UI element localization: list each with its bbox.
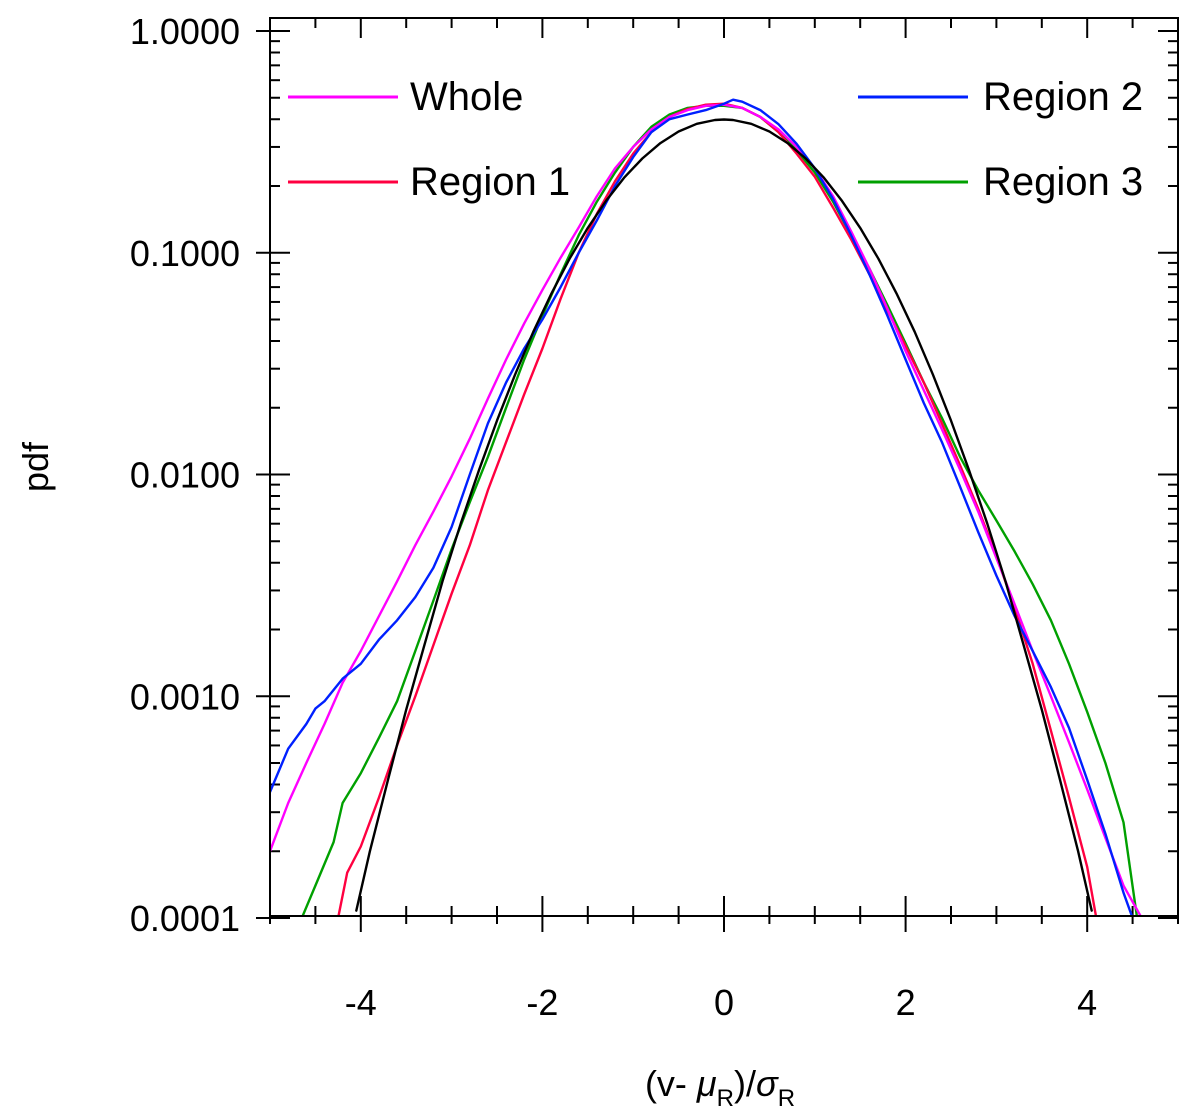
plot-frame [269,17,1179,917]
legend-label-region-3: Region 3 [983,160,1143,204]
x-axis-title-sub1: R [717,1085,734,1111]
x-tick-label: 2 [896,982,916,1023]
series-line-region-2 [270,98,1134,916]
x-tick-label: -4 [345,982,377,1023]
plot-series [270,98,1142,916]
x-tick-label: 4 [1077,982,1097,1023]
x-axis-title-mid: )/ [734,1063,756,1104]
y-axis-title: pdf [15,441,56,492]
y-tick-label: 0.0100 [130,455,240,496]
axis-ticks [256,18,1179,932]
tick-labels: -4 -2 0 2 4 0.0001 0.0010 0.0100 0.1000 1.0000 [130,11,1097,1023]
y-tick-label: 0.0010 [130,676,240,717]
series-line-whole [270,103,1142,916]
legend-item-region-1: Region 1 [288,160,570,204]
legend-item-region-3: Region 3 [858,160,1143,204]
series-line-gaussian [355,118,1093,912]
series-line-region-3 [301,104,1139,916]
legend-item-whole: Whole [288,75,523,119]
x-axis-title-sub2: R [778,1085,795,1111]
series-group [270,98,1142,916]
x-tick-label: -2 [526,982,558,1023]
y-tick-label: 0.0001 [130,898,240,939]
x-axis-title-sigma: σ [756,1063,779,1104]
legend-label-region-1: Region 1 [410,160,570,204]
legend-label-whole: Whole [410,75,523,119]
legend-label-region-2: Region 2 [983,75,1143,119]
y-tick-label: 1.0000 [130,11,240,52]
x-tick-label: 0 [714,982,734,1023]
y-tick-label: 0.1000 [130,233,240,274]
x-axis-title: (v- μR)/σR [645,1063,795,1111]
x-axis-title-open: (v- [645,1063,697,1104]
x-axis-title-mu: μ [696,1063,717,1104]
legend-item-region-2: Region 2 [858,75,1143,119]
legend: Whole Region 1 Region 2 Region 3 [288,75,1143,204]
